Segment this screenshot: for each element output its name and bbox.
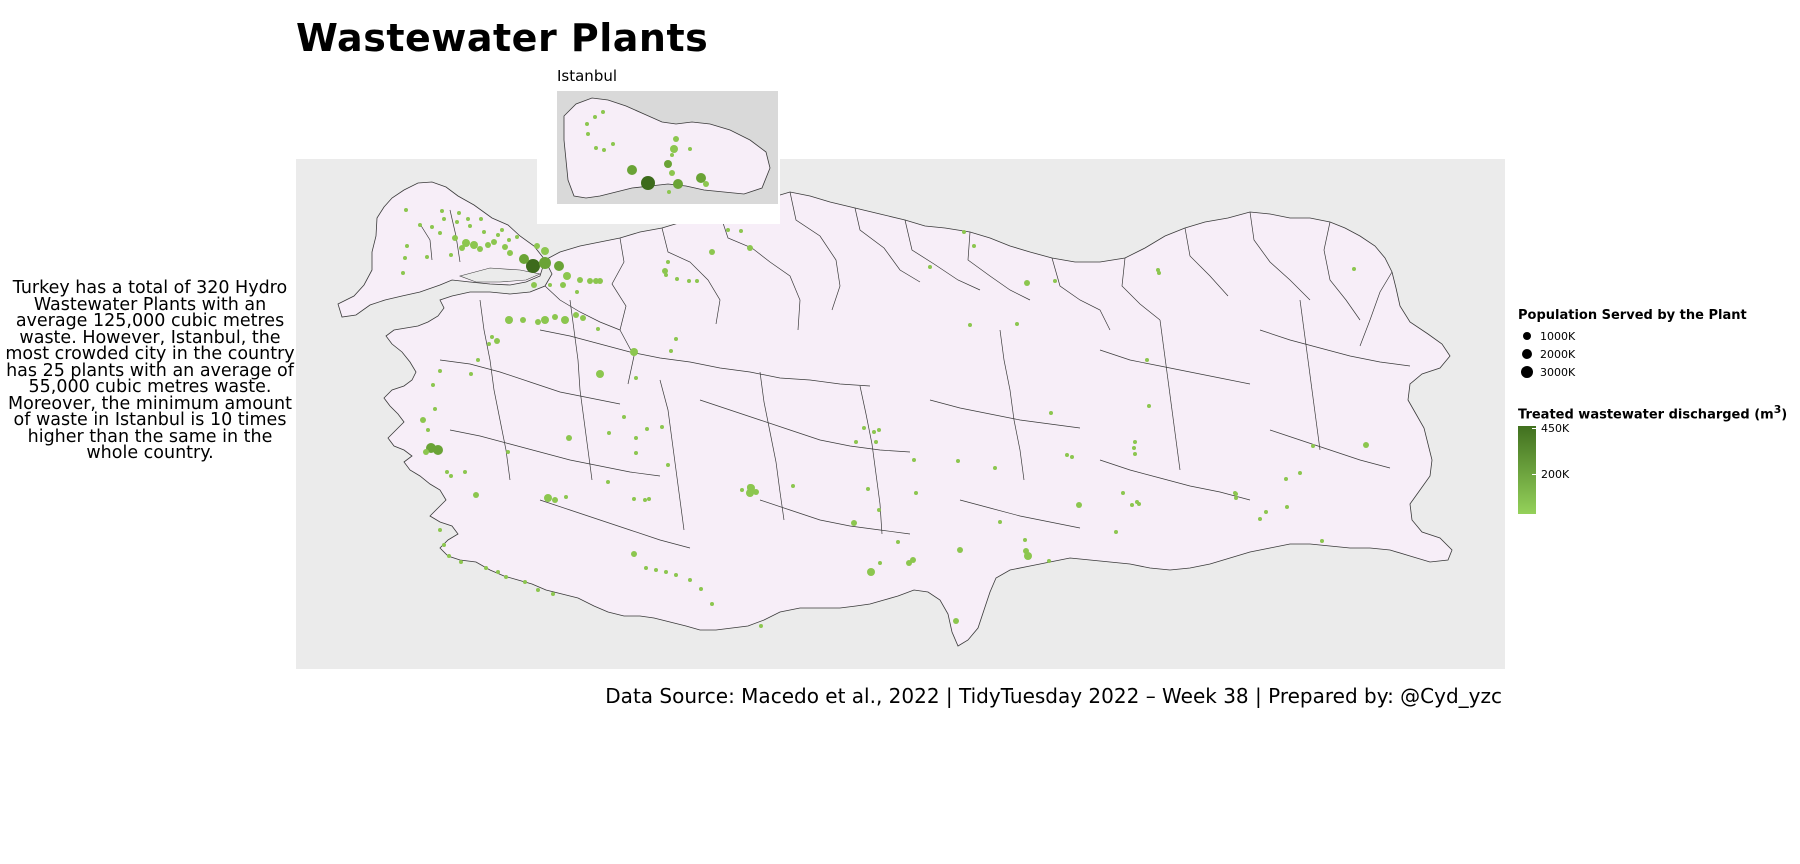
- colorbar-tick: [1532, 474, 1536, 476]
- size-dot-large: [1521, 366, 1533, 378]
- size-dot-small: [1523, 332, 1531, 340]
- inset-plant-points: [585, 110, 709, 194]
- colorbar-label-high: 450K: [1541, 422, 1570, 436]
- province-borders: [419, 191, 1411, 549]
- size-legend-label: 2000K: [1540, 347, 1576, 361]
- color-legend-title: Treated wastewater discharged (m3): [1518, 403, 1787, 422]
- inset-istanbul-landmass: [563, 97, 771, 199]
- color-legend: Treated wastewater discharged (m3) 450K …: [1518, 403, 1787, 522]
- size-dot-medium: [1522, 349, 1532, 359]
- size-legend-item: 3000K: [1518, 363, 1747, 381]
- size-legend-label: 3000K: [1540, 365, 1576, 379]
- marmara-sea: [459, 267, 542, 283]
- thrace-landmass: [337, 181, 546, 318]
- color-legend-title-text: Treated wastewater discharged (m: [1518, 407, 1774, 423]
- color-legend-title-end: ): [1781, 407, 1788, 423]
- color-legend-title-sup: 3: [1773, 403, 1782, 416]
- colorbar-wrap: 450K 200K: [1518, 422, 1787, 522]
- size-legend-label: 1000K: [1540, 329, 1576, 343]
- plant-points: [401, 208, 1369, 628]
- anatolia-landmass: [383, 191, 1453, 647]
- size-legend-title: Population Served by the Plant: [1518, 308, 1747, 323]
- colorbar-tick: [1532, 428, 1536, 430]
- colorbar-label-mid: 200K: [1541, 468, 1570, 482]
- inset-label: Istanbul: [557, 67, 617, 85]
- summary-annotation: Turkey has a total of 320 Hydro Wastewat…: [5, 278, 295, 463]
- colorbar: [1518, 426, 1536, 515]
- map-title: Wastewater Plants: [296, 16, 709, 60]
- size-legend-item: 2000K: [1518, 345, 1747, 363]
- size-legend-item: 1000K: [1518, 327, 1747, 345]
- size-legend: Population Served by the Plant 1000K 200…: [1518, 308, 1747, 381]
- data-source-caption: Data Source: Macedo et al., 2022 | TidyT…: [605, 684, 1502, 708]
